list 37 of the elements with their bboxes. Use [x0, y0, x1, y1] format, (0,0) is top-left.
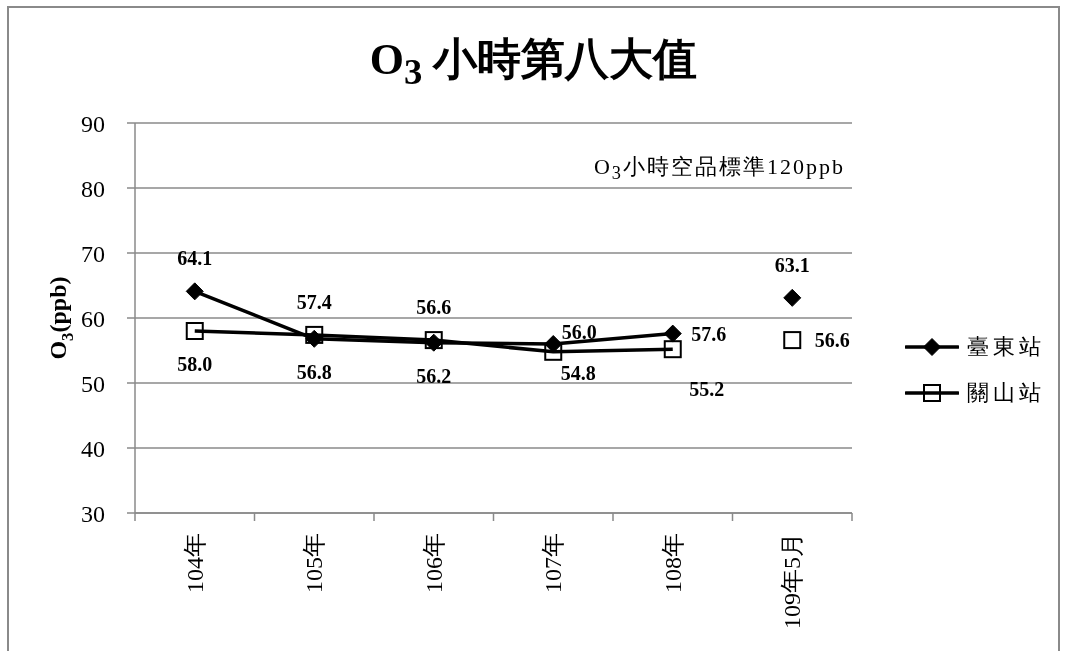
- y-tick-label: 30: [81, 500, 105, 527]
- x-tick-label: 104年: [181, 533, 208, 593]
- point: [305, 325, 324, 344]
- x-tick-label: 105年: [301, 533, 328, 593]
- data-label: 56.2: [416, 364, 452, 387]
- data-label: 56.6: [814, 329, 850, 352]
- data-label: 54.8: [560, 361, 596, 384]
- data-label: 57.6: [691, 322, 727, 345]
- data-label: 58.0: [177, 353, 213, 375]
- data-label: 55.2: [689, 378, 725, 401]
- point: [544, 342, 563, 361]
- point: [783, 331, 802, 350]
- point: [663, 324, 682, 343]
- y-tick-label: 50: [81, 370, 105, 397]
- data-label: 56.6: [416, 296, 452, 319]
- data-label: 64.1: [177, 247, 213, 270]
- legend-label: 臺東站: [967, 334, 1045, 359]
- data-label: 57.4: [296, 290, 332, 313]
- y-tick-label: 40: [81, 435, 105, 462]
- x-tick-label: 109年5月: [779, 533, 806, 629]
- point: [185, 322, 204, 340]
- y-tick-label: 80: [81, 175, 105, 202]
- x-tick-label: 106年: [420, 533, 447, 593]
- point: [783, 288, 802, 307]
- y-tick-label: 60: [81, 305, 105, 332]
- y-tick-label: 70: [81, 240, 105, 267]
- annotation: O$_{3}$小時空品標準120ppb: [593, 153, 845, 186]
- data-label: 56.8: [296, 360, 332, 383]
- chart-title: O$_{3}$ 小時第八大值: [369, 35, 698, 92]
- data-label: 63.1: [774, 253, 810, 276]
- point: [663, 340, 682, 359]
- y-tick-label: 90: [81, 110, 105, 137]
- x-tick-label: 107年: [540, 533, 567, 593]
- x-tick-label: 108年: [659, 533, 686, 593]
- data-label: 56.0: [561, 321, 597, 343]
- legend-label: 關山站: [967, 380, 1045, 405]
- point: [185, 282, 204, 301]
